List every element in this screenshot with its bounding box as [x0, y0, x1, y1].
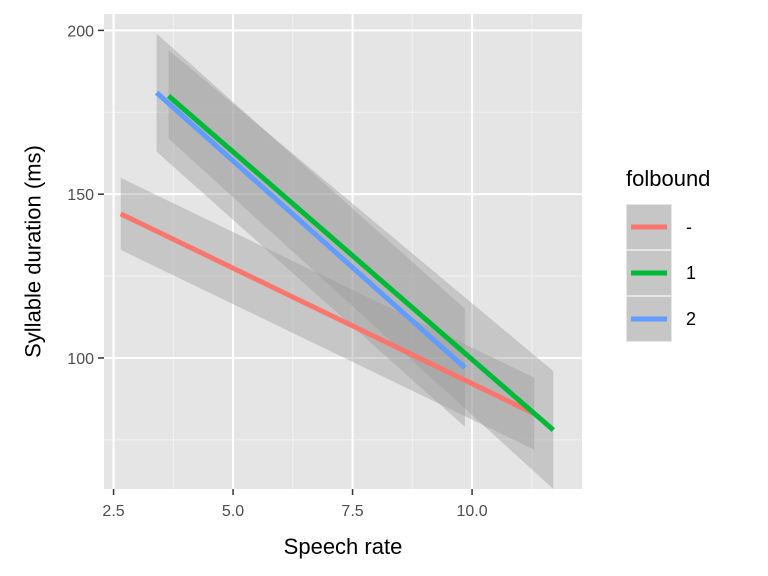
confidence-ribbon-1	[168, 50, 554, 489]
legend-label: 2	[686, 309, 696, 329]
y-tick-label: 200	[67, 23, 94, 40]
x-axis-title: Speech rate	[284, 534, 403, 559]
y-axis: 100 150 200	[67, 23, 104, 368]
legend-label: -	[686, 217, 692, 237]
series-line-1	[166, 94, 555, 432]
y-axis-title: Syllable duration (ms)	[21, 145, 46, 358]
y-tick-label: 150	[67, 187, 94, 204]
major-gridlines	[104, 14, 582, 489]
series-line--	[119, 211, 536, 416]
legend: folbound - 1 2	[626, 166, 710, 342]
legend-label: 1	[686, 263, 696, 283]
x-tick-label: 5.0	[222, 503, 244, 520]
x-tick-label: 10.0	[456, 503, 487, 520]
series-lines	[119, 90, 555, 432]
legend-title: folbound	[626, 166, 710, 191]
series-line-2	[154, 90, 467, 370]
x-tick-label: 2.5	[102, 503, 124, 520]
plot-panel	[104, 14, 582, 489]
x-axis: 2.5 5.0 7.5 10.0	[102, 489, 488, 520]
y-tick-label: 100	[67, 351, 94, 368]
x-tick-label: 7.5	[341, 503, 363, 520]
